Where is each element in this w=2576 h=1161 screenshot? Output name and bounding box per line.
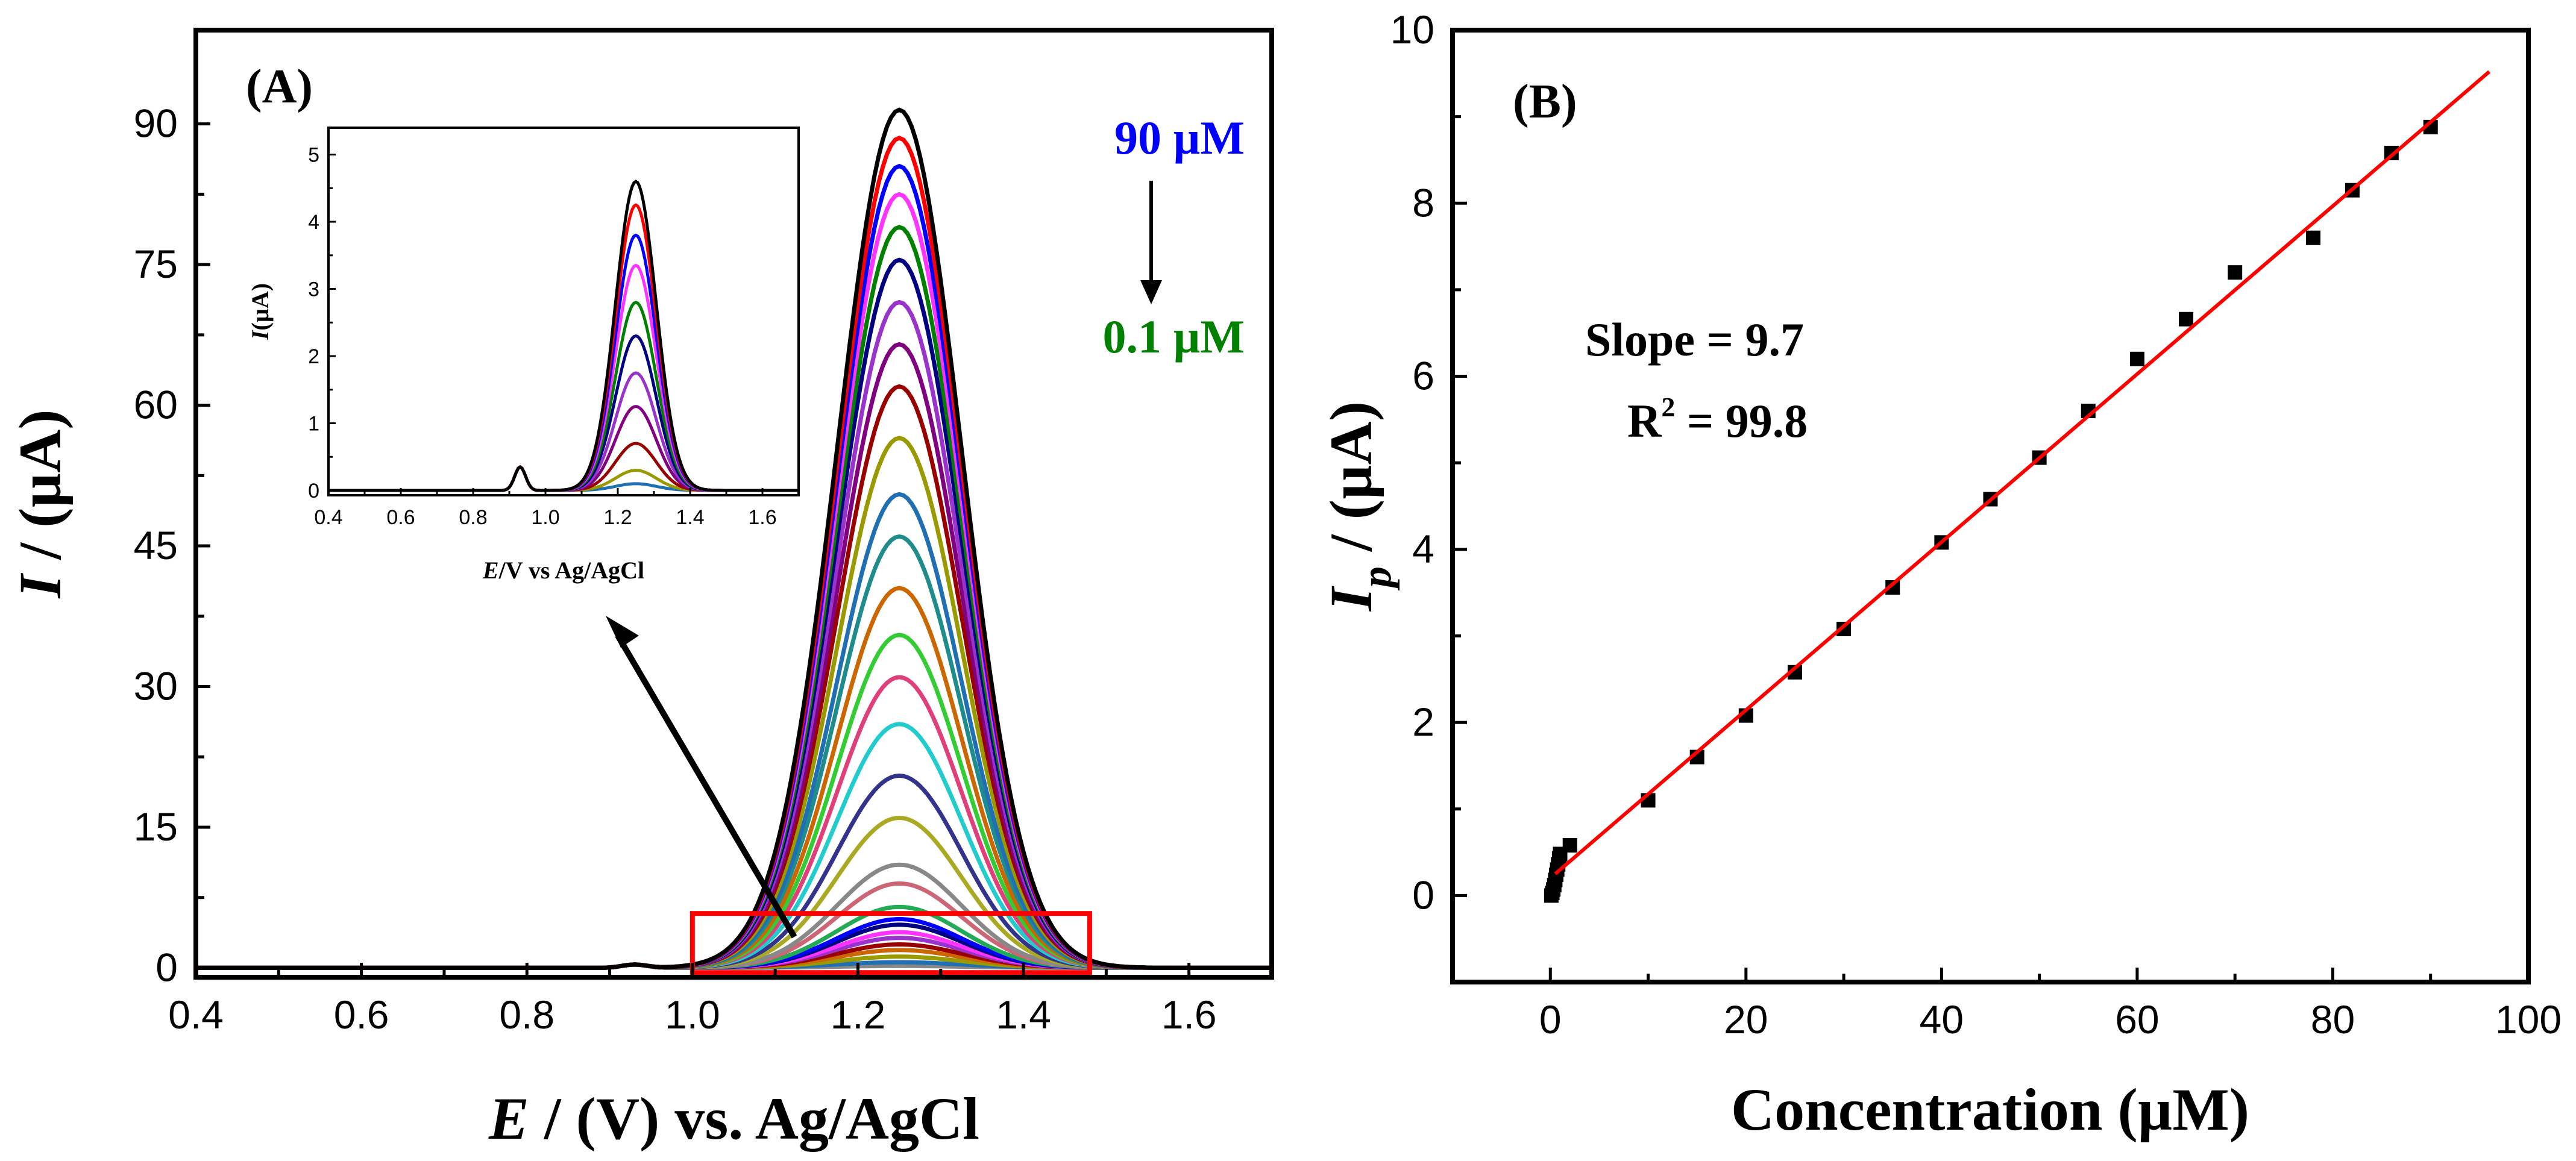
x-tick-label: 1.2 bbox=[831, 992, 886, 1037]
panel-a-frame bbox=[193, 28, 1274, 980]
x-tick-label: 1.4 bbox=[676, 506, 704, 529]
panel-b-frame bbox=[1450, 28, 2531, 984]
inset-curves bbox=[328, 180, 799, 492]
x-tick-label: 0.4 bbox=[168, 992, 224, 1037]
y-tick-label: 60 bbox=[134, 383, 178, 427]
inset-background bbox=[328, 128, 799, 495]
x-tick-label: 0.6 bbox=[334, 992, 389, 1037]
y-tick-label: 2 bbox=[1412, 699, 1434, 744]
y-tick-label: 45 bbox=[134, 523, 178, 568]
peak-curve-11 bbox=[196, 492, 1272, 970]
peak-curve-17 bbox=[196, 773, 1272, 970]
x-tick-label: 80 bbox=[2311, 997, 2355, 1042]
x-tick-label: 0.4 bbox=[314, 506, 342, 529]
x-tick-label: 20 bbox=[1724, 997, 1768, 1042]
panel-b-chart: 0 20 40 60 80 100 0 2 4 6 8 10 (B) Slope = 9.7 R2 =… bbox=[1318, 7, 2562, 1143]
peak-curve-12 bbox=[196, 534, 1272, 970]
panel-b-label: (B) bbox=[1513, 75, 1577, 128]
inset-ticks: 0.4 0.6 0.8 1.0 1.2 1.4 1.6 0 1 2 3 4 5 bbox=[308, 144, 777, 529]
x-tick-label: 1.4 bbox=[996, 992, 1051, 1037]
x-tick-label: 0.6 bbox=[386, 506, 415, 529]
panel-b-y-axis-title: Ip / (µA) bbox=[1318, 401, 1400, 612]
concentration-arrowhead bbox=[1140, 280, 1162, 304]
x-tick-label: 40 bbox=[1920, 997, 1964, 1042]
panel-a-x-axis-title: E / (V) vs. Ag/AgCl bbox=[488, 1085, 979, 1152]
y-tick-label: 3 bbox=[308, 278, 319, 301]
data-point bbox=[2129, 351, 2144, 366]
panel-a-label: (A) bbox=[246, 60, 313, 113]
panel-b-ticks: 0 20 40 60 80 100 0 2 4 6 8 10 bbox=[1390, 7, 2562, 1042]
peak-curve-14 bbox=[196, 633, 1272, 970]
r-squared-annotation: R2 = 99.8 bbox=[1627, 392, 1808, 447]
panel-b-x-axis-title: Concentration (µM) bbox=[1731, 1076, 2249, 1143]
y-tick-label: 4 bbox=[1412, 527, 1434, 571]
inset-x-axis-title: E/V vs Ag/AgCl bbox=[482, 557, 644, 584]
inset-curve-1 bbox=[328, 180, 799, 492]
data-point bbox=[2306, 230, 2320, 245]
y-tick-label: 4 bbox=[308, 211, 319, 234]
y-tick-label: 0 bbox=[308, 480, 319, 502]
x-tick-label: 60 bbox=[2115, 997, 2159, 1042]
slope-annotation: Slope = 9.7 bbox=[1585, 313, 1804, 366]
x-tick-label: 1.0 bbox=[531, 506, 559, 529]
zoom-box bbox=[690, 911, 1092, 975]
y-tick-label: 5 bbox=[308, 144, 319, 167]
x-tick-label: 1.0 bbox=[665, 992, 720, 1037]
x-tick-label: 0.8 bbox=[459, 506, 487, 529]
y-tick-label: 90 bbox=[134, 101, 178, 146]
y-tick-label: 10 bbox=[1390, 7, 1434, 52]
panel-a-y-axis-title: I / (µA) bbox=[7, 409, 74, 598]
y-tick-label: 0 bbox=[1412, 872, 1434, 917]
y-tick-label: 30 bbox=[134, 664, 178, 709]
zoom-arrowhead bbox=[606, 616, 639, 648]
peak-curve-1 bbox=[196, 107, 1272, 970]
peak-curve-15 bbox=[196, 675, 1272, 970]
x-tick-label: 1.6 bbox=[748, 506, 776, 529]
y-tick-label: 6 bbox=[1412, 354, 1434, 398]
panel-a-curves bbox=[196, 107, 1272, 970]
x-tick-label: 0 bbox=[1539, 997, 1562, 1042]
y-tick-label: 1 bbox=[308, 413, 319, 436]
inset-frame bbox=[327, 127, 800, 496]
peak-curve-10 bbox=[196, 436, 1272, 970]
fit-line bbox=[1554, 70, 2491, 875]
x-tick-label: 100 bbox=[2495, 997, 2562, 1042]
y-tick-label: 15 bbox=[134, 804, 178, 849]
zoom-arrow bbox=[615, 634, 797, 939]
peak-curve-13 bbox=[196, 586, 1272, 970]
inset-y-axis-title: I(µA) bbox=[247, 283, 274, 340]
x-tick-label: 0.8 bbox=[499, 992, 554, 1037]
inset-chart: 0.4 0.6 0.8 1.0 1.2 1.4 1.6 0 1 2 3 4 5 E/V vs Ag/Ag… bbox=[247, 127, 800, 584]
y-tick-label: 2 bbox=[308, 345, 319, 368]
x-tick-label: 1.2 bbox=[603, 506, 632, 529]
y-tick-label: 0 bbox=[156, 945, 178, 989]
concentration-top-label: 90 µM bbox=[1114, 111, 1245, 164]
data-point bbox=[1562, 838, 1577, 853]
y-tick-label: 75 bbox=[134, 242, 178, 286]
data-point bbox=[2228, 265, 2243, 280]
peak-curve-16 bbox=[196, 722, 1272, 970]
y-tick-label: 8 bbox=[1412, 180, 1434, 225]
concentration-bottom-label: 0.1 µM bbox=[1102, 310, 1245, 363]
data-point bbox=[2179, 311, 2194, 327]
x-tick-label: 1.6 bbox=[1161, 992, 1217, 1037]
panel-b-points bbox=[1544, 119, 2438, 903]
